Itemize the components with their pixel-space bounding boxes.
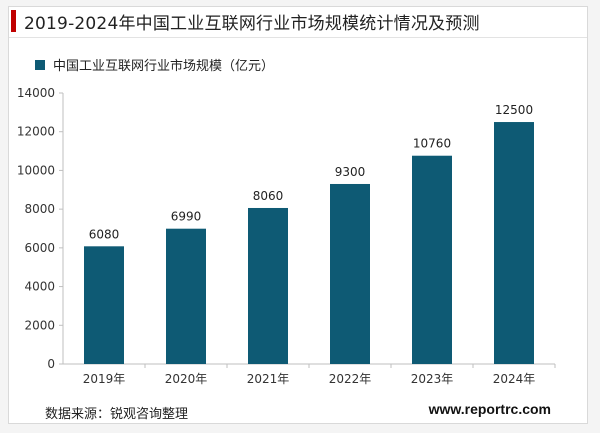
chart-frame: 2019-2024年中国工业互联网行业市场规模统计情况及预测 中国工业互联网行业… bbox=[8, 6, 588, 424]
data-label: 8060 bbox=[253, 189, 284, 203]
bar bbox=[494, 122, 534, 365]
data-label: 6990 bbox=[171, 210, 202, 224]
y-tick-label: 10000 bbox=[17, 163, 55, 177]
y-tick-label: 6000 bbox=[24, 241, 55, 255]
source-note: 数据来源：锐观咨询整理 bbox=[45, 407, 189, 422]
bar bbox=[84, 246, 124, 364]
x-tick-label: 2023年 bbox=[411, 372, 454, 386]
bar-chart: 0 2000 4000 6000 8000 10000 12000 14000 6080 2019… bbox=[17, 86, 556, 386]
legend-label: 中国工业互联网行业市场规模（亿元） bbox=[53, 59, 275, 74]
x-tick-label: 2021年 bbox=[247, 372, 290, 386]
website-label: www.reportrc.com bbox=[428, 401, 551, 417]
data-label: 6080 bbox=[89, 227, 120, 241]
y-tick-label: 0 bbox=[47, 357, 55, 371]
y-tick-label: 14000 bbox=[17, 86, 55, 100]
y-tick-label: 8000 bbox=[24, 202, 55, 216]
bar bbox=[330, 183, 370, 364]
data-label: 10760 bbox=[413, 137, 451, 151]
x-tick-label: 2022年 bbox=[329, 372, 372, 386]
title-divider bbox=[9, 37, 587, 38]
title-bar: 2019-2024年中国工业互联网行业市场规模统计情况及预测 bbox=[9, 7, 587, 35]
legend-swatch bbox=[35, 59, 45, 70]
bar bbox=[166, 228, 206, 364]
x-tick-label: 2024年 bbox=[493, 372, 536, 386]
legend: 中国工业互联网行业市场规模（亿元） bbox=[35, 55, 274, 74]
bar bbox=[412, 155, 452, 364]
data-label: 9300 bbox=[335, 165, 366, 179]
x-tick-label: 2019年 bbox=[83, 372, 126, 386]
data-label: 12500 bbox=[495, 103, 533, 117]
y-tick-label: 4000 bbox=[24, 280, 55, 294]
y-tick-label: 2000 bbox=[24, 318, 55, 332]
bar bbox=[248, 207, 288, 364]
y-tick-label: 12000 bbox=[17, 125, 55, 139]
title-accent-bar bbox=[11, 10, 16, 32]
x-tick-label: 2020年 bbox=[165, 372, 208, 386]
chart-title: 2019-2024年中国工业互联网行业市场规模统计情况及预测 bbox=[24, 13, 480, 34]
